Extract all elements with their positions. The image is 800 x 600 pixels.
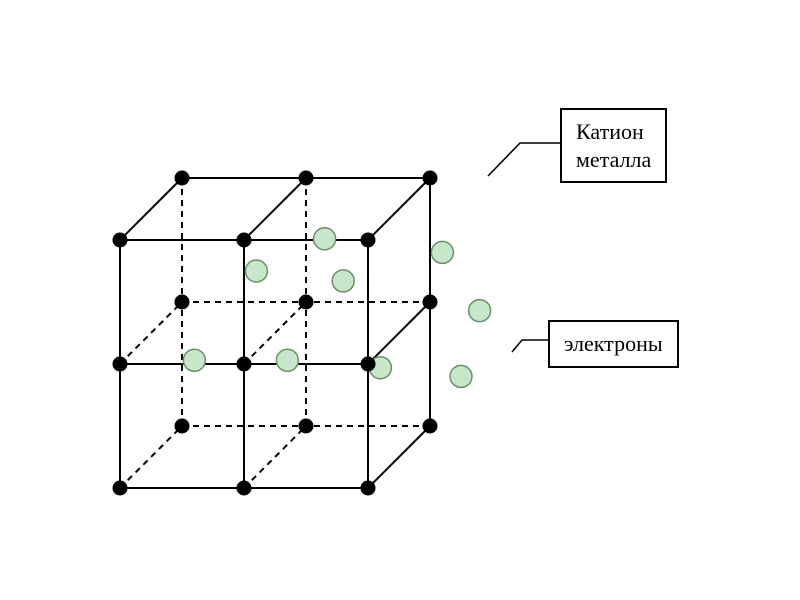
electron [183,349,205,371]
electron [245,260,267,282]
electron [314,228,336,250]
cation-node [361,481,376,496]
lattice-diagram [0,0,800,600]
cation-node [423,419,438,434]
cation-node [113,233,128,248]
cation-node [299,419,314,434]
cation-node [175,171,190,186]
label-electrons-text: электроны [564,331,663,356]
electron [431,241,453,263]
electron [332,270,354,292]
cation-node [113,357,128,372]
cation-node [423,171,438,186]
cation-node [423,295,438,310]
electron [469,300,491,322]
cation-node [175,295,190,310]
cation-node [237,357,252,372]
cation-node [361,233,376,248]
cation-node [299,171,314,186]
label-cation: Катион металла [560,108,667,183]
cation-node [237,233,252,248]
cation-node [361,357,376,372]
electron [450,365,472,387]
label-cation-text: Катион металла [576,119,651,172]
cation-node [299,295,314,310]
cation-node [175,419,190,434]
electron [276,349,298,371]
cation-node [113,481,128,496]
cation-node [237,481,252,496]
label-electrons: электроны [548,320,679,368]
